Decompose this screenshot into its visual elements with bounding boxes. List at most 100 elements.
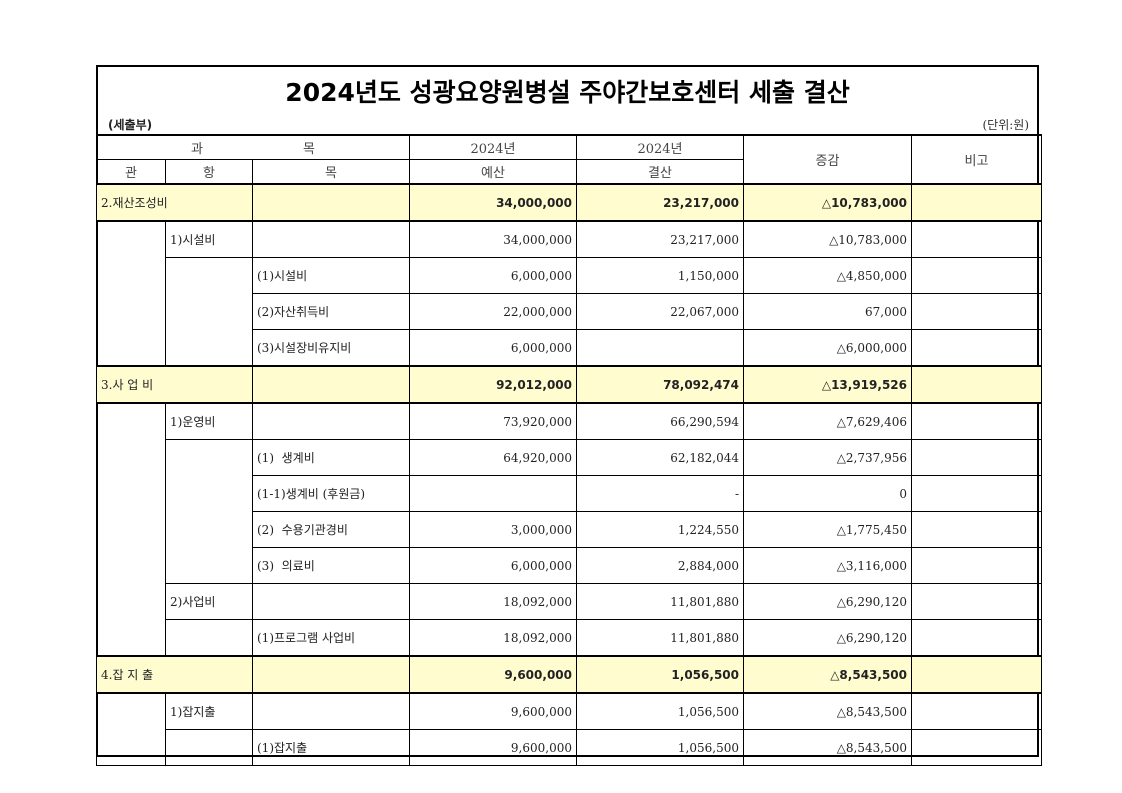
mok-row: (1)시설비 6,000,000 1,150,000 △4,850,000 [97, 257, 1042, 367]
hang-blank-cell [165, 619, 253, 657]
budget-value: 9,600,000 [409, 655, 577, 694]
diff-value: △10,783,000 [743, 183, 912, 222]
header-hang: 항 [165, 159, 253, 185]
header-settle-year: 2024년 [576, 134, 744, 160]
header-mok: 목 [252, 159, 410, 185]
diff-value: △2,737,956 [743, 439, 912, 476]
mok-row: (1)잡지출 9,600,000 1,056,500 △8,543,500 [97, 729, 1042, 766]
gwan-blank-cell [96, 402, 166, 657]
section-row: 4.잡 지 출 9,600,000 1,056,500 △8,543,500 [96, 655, 1042, 694]
budget-value: 9,600,000 [409, 692, 577, 730]
diff-value: △8,543,500 [743, 692, 912, 730]
settle-value: 1,056,500 [576, 692, 744, 730]
settle-value: 1,056,500 [576, 655, 744, 694]
mok-cell [252, 402, 410, 440]
mok-label: (1)시설비 [252, 257, 410, 294]
hang-blank-cell [165, 729, 253, 766]
settle-value: 78,092,474 [576, 365, 744, 404]
diff-value: 67,000 [743, 293, 912, 330]
diff-value: 0 [743, 475, 912, 512]
diff-value: △7,629,406 [743, 402, 912, 440]
diff-value: △8,543,500 [743, 729, 912, 766]
mok-row: (2) 수용기관경비 3,000,000 1,224,550 △1,775,450 [97, 511, 1042, 548]
budget-value: 73,920,000 [409, 402, 577, 440]
note-cell [911, 729, 1042, 766]
settle-value: 62,182,044 [576, 439, 744, 476]
diff-value: △4,850,000 [743, 257, 912, 294]
expenditure-sheet: 2024년도 성광요양원병설 주야간보호센터 세출 결산 (세출부) (단위:원… [96, 65, 1042, 766]
section-label: 2.재산조성비 [96, 183, 253, 222]
note-cell [911, 655, 1042, 694]
mok-label: (2)자산취득비 [252, 293, 410, 330]
note-cell [911, 293, 1042, 330]
budget-value: 18,092,000 [409, 583, 577, 620]
mok-cell [252, 583, 410, 620]
hang-blank-cell [165, 257, 253, 367]
mok-label: (1-1)생계비 (후원금) [252, 475, 410, 512]
note-cell [911, 475, 1042, 512]
note-cell [911, 257, 1042, 294]
note-cell [911, 511, 1042, 548]
header-diff: 증감 [743, 134, 912, 185]
settle-value: 2,884,000 [576, 547, 744, 584]
header-mok-top: 목 [303, 142, 315, 157]
budget-value: 64,920,000 [409, 439, 577, 476]
budget-value: 34,000,000 [409, 183, 577, 222]
header-budget: 예산 [409, 159, 577, 185]
note-cell [911, 220, 1042, 258]
header-note: 비고 [911, 134, 1042, 185]
mok-label: (1)잡지출 [252, 729, 410, 766]
budget-value: 22,000,000 [409, 293, 577, 330]
hang-label: 1)시설비 [165, 220, 253, 258]
diff-value: △1,775,450 [743, 511, 912, 548]
hang-label: 1)운영비 [165, 402, 253, 440]
mok-row: (3)시설장비유지비 6,000,000 △6,000,000 [97, 329, 1042, 367]
note-cell [911, 439, 1042, 476]
section-label: 4.잡 지 출 [96, 655, 253, 694]
hang-label: 1)잡지출 [165, 692, 253, 730]
diff-value: △8,543,500 [743, 655, 912, 694]
budget-value: 9,600,000 [409, 729, 577, 766]
note-cell [911, 583, 1042, 620]
hang-row: 1)운영비 73,920,000 66,290,594 △7,629,406 [96, 402, 1042, 657]
diff-value: △6,290,120 [743, 583, 912, 620]
table-body: 2.재산조성비 34,000,000 23,217,000 △10,783,000 1)… [96, 183, 1042, 766]
budget-value: 6,000,000 [409, 257, 577, 294]
settle-value: 11,801,880 [576, 619, 744, 657]
note-cell [911, 365, 1042, 404]
diff-value: △6,000,000 [743, 329, 912, 367]
settle-value: 1,150,000 [576, 257, 744, 294]
note-cell [911, 329, 1042, 367]
settle-value: 1,224,550 [576, 511, 744, 548]
budget-value: 18,092,000 [409, 619, 577, 657]
note-cell [911, 183, 1042, 222]
hang-row: 1)잡지출 9,600,000 1,056,500 △8,543,500 [96, 692, 1042, 766]
settle-value: 1,056,500 [576, 729, 744, 766]
note-cell [911, 402, 1042, 440]
hang-blank-cell [165, 439, 253, 584]
mok-label: (3) 의료비 [252, 547, 410, 584]
mok-cell [252, 655, 410, 694]
budget-value: 92,012,000 [409, 365, 577, 404]
header-gwa: 과 [191, 142, 203, 157]
note-cell [911, 692, 1042, 730]
diff-value: △10,783,000 [743, 220, 912, 258]
diff-value: △3,116,000 [743, 547, 912, 584]
mok-row: (1-1)생계비 (후원금) -0 [97, 475, 1042, 512]
mok-cell [252, 692, 410, 730]
settle-value: - [576, 475, 744, 512]
mok-label: (1)프로그램 사업비 [252, 619, 410, 657]
hang-row: 1)시설비 34,000,000 23,217,000 △10,783,000 [96, 220, 1042, 367]
note-cell [911, 619, 1042, 657]
section-row: 3.사 업 비 92,012,000 78,092,474 △13,919,526 [96, 365, 1042, 404]
settle-value: 66,290,594 [576, 402, 744, 440]
settle-value [576, 329, 744, 367]
settle-value: 11,801,880 [576, 583, 744, 620]
budget-value: 6,000,000 [409, 329, 577, 367]
settle-value: 22,067,000 [576, 293, 744, 330]
budget-value: 34,000,000 [409, 220, 577, 258]
unit-label: (단위:원) [982, 118, 1029, 132]
section-label: (세출부) [108, 118, 153, 132]
